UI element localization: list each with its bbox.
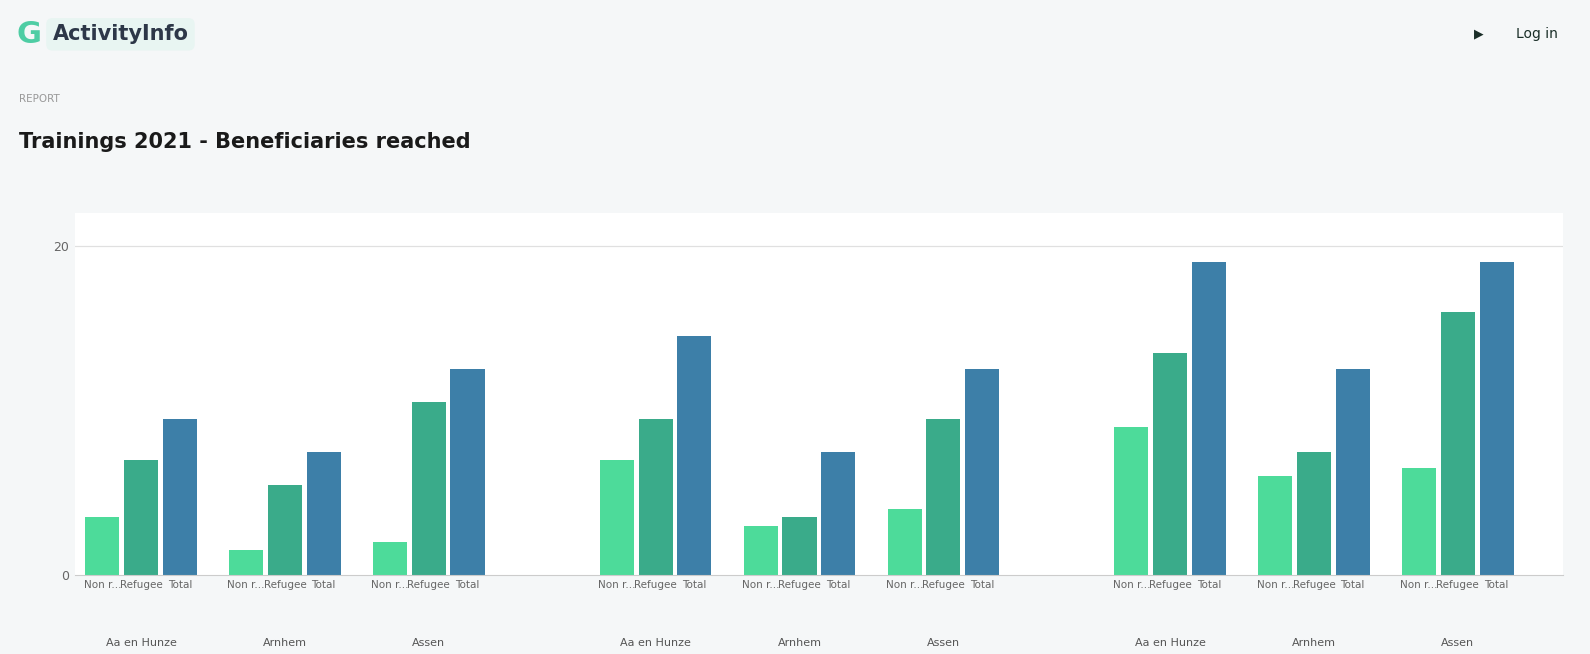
Bar: [374, 542, 407, 575]
Bar: [1441, 312, 1476, 575]
Text: Arnhem: Arnhem: [262, 638, 307, 647]
Bar: [124, 460, 157, 575]
Text: Trainings 2021 - Beneficiaries reached: Trainings 2021 - Beneficiaries reached: [19, 132, 471, 152]
Text: Aa en Hunze: Aa en Hunze: [1135, 638, 1205, 647]
Bar: [887, 509, 922, 575]
Bar: [307, 452, 340, 575]
Text: Log in: Log in: [1515, 27, 1558, 41]
Bar: [599, 460, 634, 575]
Bar: [450, 370, 485, 575]
Bar: [1192, 262, 1226, 575]
Bar: [269, 485, 302, 575]
Bar: [412, 402, 445, 575]
Bar: [229, 551, 264, 575]
Bar: [639, 419, 673, 575]
Text: ▶: ▶: [1474, 28, 1483, 41]
Bar: [1480, 262, 1514, 575]
Text: G: G: [16, 20, 41, 49]
Bar: [1336, 370, 1369, 575]
Text: Arnhem: Arnhem: [778, 638, 822, 647]
Text: Assen: Assen: [1441, 638, 1474, 647]
Text: Assen: Assen: [412, 638, 445, 647]
Bar: [1115, 427, 1148, 575]
Text: Aa en Hunze: Aa en Hunze: [620, 638, 692, 647]
Bar: [820, 452, 855, 575]
Bar: [927, 419, 960, 575]
Bar: [1402, 468, 1436, 575]
Bar: [1297, 452, 1331, 575]
Bar: [965, 370, 999, 575]
Bar: [1258, 476, 1293, 575]
Bar: [677, 336, 711, 575]
Bar: [162, 419, 197, 575]
Text: ActivityInfo: ActivityInfo: [52, 24, 189, 44]
Text: Aa en Hunze: Aa en Hunze: [105, 638, 176, 647]
Text: Assen: Assen: [927, 638, 960, 647]
Text: Arnhem: Arnhem: [1293, 638, 1336, 647]
Text: REPORT: REPORT: [19, 94, 60, 104]
Bar: [86, 517, 119, 575]
Bar: [1153, 353, 1188, 575]
Bar: [782, 517, 817, 575]
Bar: [744, 526, 778, 575]
